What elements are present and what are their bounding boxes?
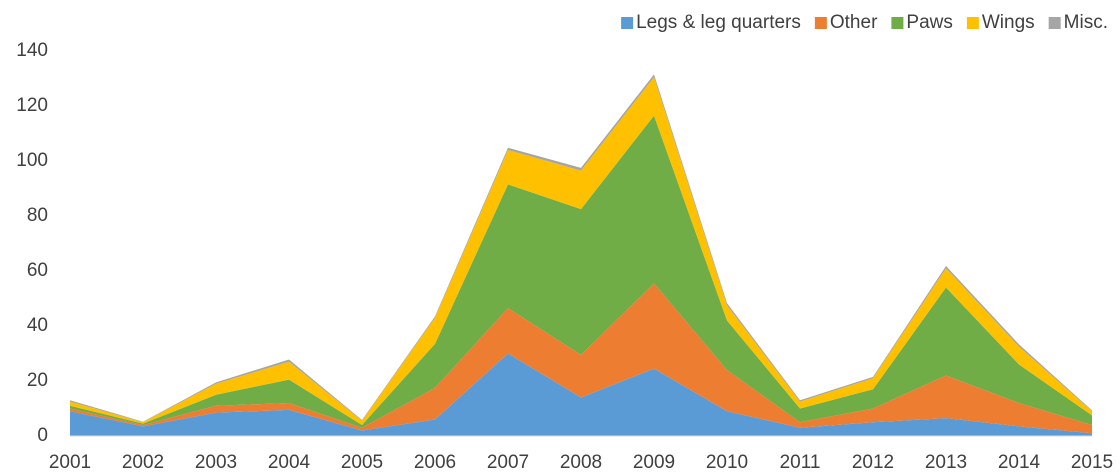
- x-tick-label: 2011: [780, 452, 821, 473]
- x-tick-label: 2014: [998, 452, 1041, 473]
- legend-label: Wings: [982, 12, 1035, 33]
- y-tick-label: 60: [27, 260, 48, 281]
- y-tick-label: 0: [37, 425, 48, 446]
- y-tick-label: 80: [27, 205, 48, 226]
- x-tick-label: 2005: [341, 452, 383, 473]
- x-tick-label: 2012: [852, 452, 894, 473]
- x-tick-label: 2003: [195, 452, 237, 473]
- y-tick-label: 20: [27, 370, 48, 391]
- area: [70, 283, 1092, 434]
- x-tick-label: 2009: [633, 452, 675, 473]
- x-tick-label: 2001: [49, 452, 91, 473]
- legend-label: Misc.: [1064, 12, 1108, 33]
- x-tick-label: 2010: [706, 452, 748, 473]
- legend-swatch: [891, 17, 904, 29]
- legend-swatch: [621, 17, 634, 29]
- area: [70, 353, 1092, 436]
- legend-label: Paws: [906, 12, 952, 33]
- x-tick-label: 2007: [487, 452, 529, 473]
- x-tick-label: 2015: [1071, 452, 1113, 473]
- x-tick-label: 2004: [268, 452, 311, 473]
- x-tick-label: 2013: [925, 452, 967, 473]
- y-tick-label: 40: [27, 315, 48, 336]
- x-tick-label: 2006: [414, 452, 456, 473]
- legend-label: Legs & leg quarters: [636, 12, 801, 33]
- x-tick-label: 2008: [560, 452, 602, 473]
- y-tick-label: 120: [16, 95, 48, 116]
- legend-swatch: [814, 17, 827, 29]
- x-tick-label: 2002: [122, 452, 164, 473]
- y-tick-label: 140: [16, 40, 48, 61]
- legend-swatch: [966, 17, 979, 29]
- area: [70, 115, 1092, 428]
- legend-label: Other: [830, 12, 878, 33]
- legend-swatch: [1048, 17, 1061, 29]
- y-tick-label: 100: [16, 150, 48, 171]
